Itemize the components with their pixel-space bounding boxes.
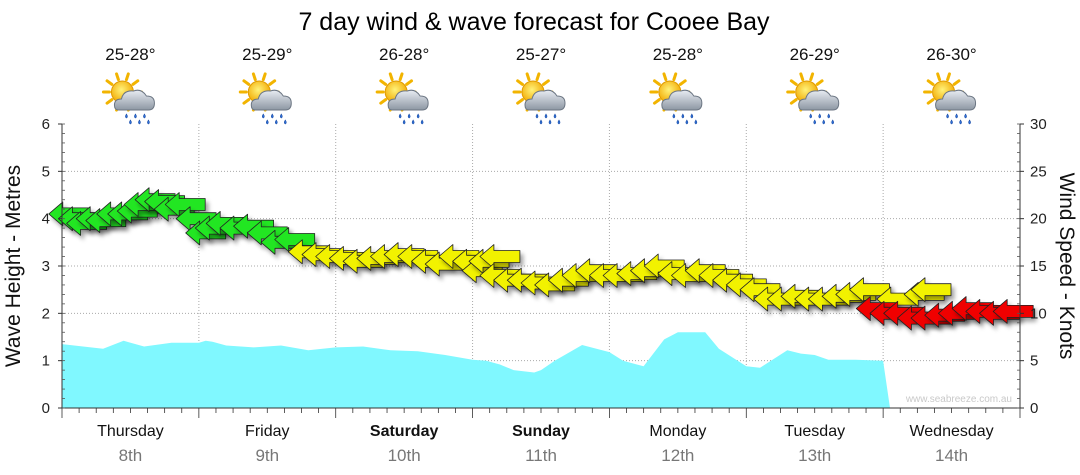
y-tick-label-left: 4 bbox=[42, 211, 50, 228]
date-label: 10th bbox=[388, 446, 421, 465]
y-tick-label-left: 6 bbox=[42, 116, 50, 133]
day-label: Thursday bbox=[97, 423, 164, 440]
wave-height-series bbox=[62, 332, 911, 408]
y-axis-right-label: Wind Speed - Knots bbox=[1055, 173, 1078, 360]
wind-arrow bbox=[910, 277, 952, 303]
y-tick-label-left: 2 bbox=[42, 305, 50, 322]
wave-area bbox=[62, 332, 911, 408]
wind-arrow bbox=[164, 192, 206, 217]
y-axis-left-label: Wave Height - Metres bbox=[2, 165, 25, 367]
y-tick-label-right: 15 bbox=[1030, 258, 1047, 275]
wind-arrows bbox=[48, 187, 1034, 331]
day-label: Wednesday bbox=[909, 423, 993, 440]
temperature-label: 25-28° bbox=[105, 45, 155, 64]
wind-arrow bbox=[992, 298, 1034, 324]
temperature-label: 25-29° bbox=[242, 45, 292, 64]
day-label: Tuesday bbox=[784, 423, 845, 440]
date-label: 13th bbox=[798, 446, 831, 465]
y-tick-label-right: 10 bbox=[1030, 305, 1047, 322]
y-tick-label-right: 20 bbox=[1030, 211, 1047, 228]
y-tick-label-left: 0 bbox=[42, 400, 50, 417]
y-tick-label-right: 25 bbox=[1030, 163, 1047, 180]
date-label: 14th bbox=[935, 446, 968, 465]
sun-cloud-rain-icon bbox=[649, 72, 703, 125]
sun-cloud-rain-icon bbox=[786, 72, 840, 125]
y-tick-label-left: 5 bbox=[42, 163, 50, 180]
date-label: 11th bbox=[525, 446, 557, 465]
sun-cloud-rain-icon bbox=[512, 72, 566, 125]
temperature-label: 26-29° bbox=[790, 45, 840, 64]
y-tick-label-right: 30 bbox=[1030, 116, 1047, 133]
temperature-label: 25-27° bbox=[516, 45, 566, 64]
y-tick-label-right: 0 bbox=[1030, 400, 1038, 417]
chart-title: 7 day wind & wave forecast for Cooee Bay bbox=[298, 8, 770, 36]
day-label: Monday bbox=[649, 423, 706, 440]
sun-cloud-rain-icon bbox=[101, 72, 155, 125]
temperature-label: 25-28° bbox=[653, 45, 703, 64]
day-label: Sunday bbox=[512, 423, 570, 440]
temperature-label: 26-30° bbox=[926, 45, 976, 64]
day-label: Saturday bbox=[370, 423, 439, 440]
date-label: 12th bbox=[661, 446, 694, 465]
y-tick-label-right: 5 bbox=[1030, 353, 1038, 370]
watermark: www.seabreeze.com.au bbox=[905, 394, 1012, 405]
sun-cloud-rain-icon bbox=[238, 72, 292, 125]
y-tick-label-left: 1 bbox=[42, 353, 50, 370]
date-label: 9th bbox=[255, 446, 279, 465]
temperature-label: 26-28° bbox=[379, 45, 429, 64]
day-label: Friday bbox=[245, 423, 289, 440]
axes: 0 1 2 3 4 5 6 0 5 10 15 20 25 30 bbox=[42, 116, 1047, 418]
date-label: 8th bbox=[119, 446, 143, 465]
sun-cloud-rain-icon bbox=[375, 72, 429, 125]
sun-cloud-rain-icon bbox=[923, 72, 977, 125]
y-tick-label-left: 3 bbox=[42, 258, 50, 275]
